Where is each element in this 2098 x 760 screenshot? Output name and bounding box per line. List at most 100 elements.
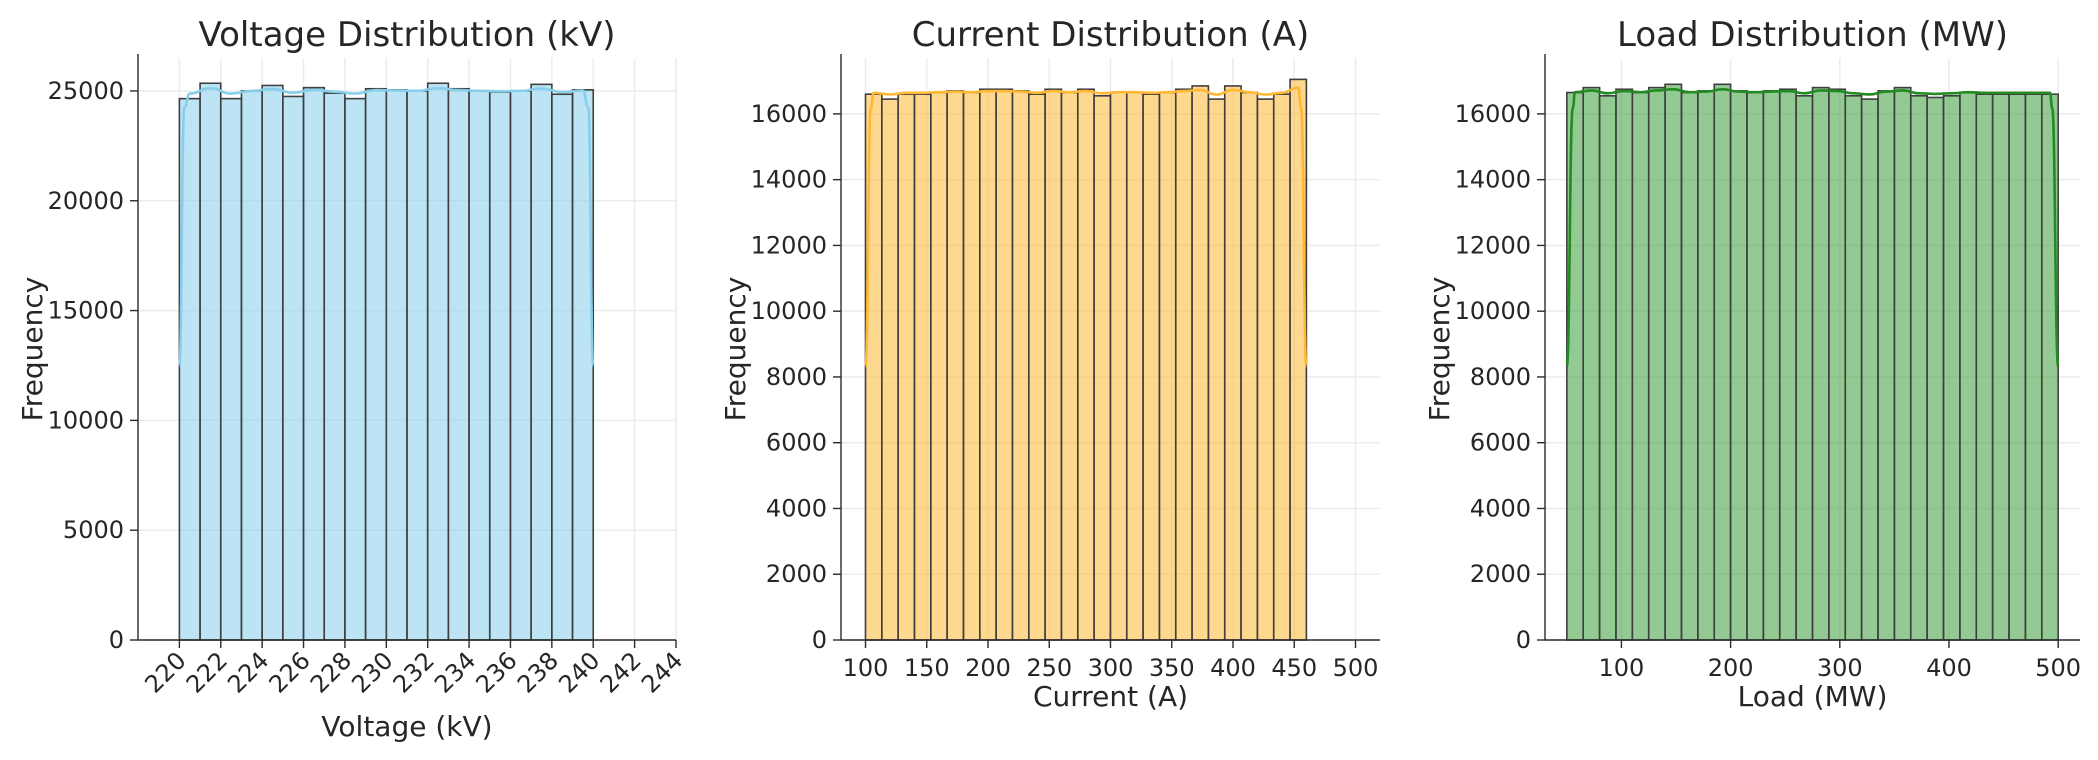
load-bar	[1975, 93, 1994, 641]
load-bar	[1991, 93, 2010, 641]
load-bar	[2008, 93, 2027, 641]
load-x-tick-label: 200	[1708, 654, 1754, 682]
current-bar	[1109, 91, 1128, 641]
voltage-bar	[385, 89, 408, 641]
current-bar	[1223, 85, 1242, 641]
current-bar	[946, 90, 965, 641]
current-bar	[881, 98, 899, 641]
voltage-y-tick-label: 25000	[48, 77, 124, 105]
load-x-tick-label: 300	[1817, 654, 1863, 682]
load-bar	[1828, 88, 1847, 641]
current-bar	[962, 91, 981, 641]
voltage-kde-line	[178, 86, 595, 367]
load-bar	[1615, 88, 1634, 641]
current-bar	[979, 88, 997, 641]
load-y-tick-label: 16000	[1455, 100, 1531, 128]
current-x-tick-label: 350	[1149, 654, 1195, 682]
load-bar	[1697, 90, 1716, 641]
load-bar	[1713, 83, 1732, 641]
load-bar	[1762, 90, 1781, 641]
load-bar	[1680, 91, 1699, 641]
load-bar	[1729, 90, 1748, 641]
load-histogram-panel: 0 2000 4000 6000 8000 10000 12000 14000 16000 100…	[1423, 15, 2081, 713]
voltage-bar	[344, 97, 367, 641]
voltage-y-tick-label: 20000	[48, 187, 124, 215]
current-y-tick-label: 12000	[751, 231, 827, 259]
load-x-tick-label: 400	[1926, 654, 1972, 682]
voltage-y-axis-label: Frequency	[16, 277, 49, 422]
voltage-y-tick-label: 15000	[48, 297, 124, 325]
voltage-x-tick-label: 230	[346, 646, 398, 698]
voltage-x-tick-label: 236	[471, 646, 523, 698]
voltage-bar	[199, 82, 222, 641]
current-bar	[1125, 91, 1144, 641]
load-y-tick-label: 0	[1516, 626, 1531, 654]
current-bar	[897, 93, 916, 641]
load-bar	[1746, 91, 1765, 641]
voltage-x-tick-label: 244	[636, 646, 688, 698]
voltage-x-tick-label: 232	[388, 646, 440, 698]
current-bar	[1027, 93, 1046, 641]
current-y-tick-label: 14000	[751, 166, 827, 194]
current-bar	[1076, 88, 1095, 641]
current-chart-title: Current Distribution (A)	[912, 15, 1309, 55]
voltage-y-tick-label: 0	[109, 626, 124, 654]
voltage-bar	[530, 83, 553, 641]
current-x-axis-label: Current (A)	[1033, 680, 1188, 713]
voltage-bar	[364, 87, 388, 641]
voltage-x-axis-label: Voltage (kV)	[321, 710, 492, 743]
load-bar	[1778, 88, 1797, 641]
current-y-tick-label: 2000	[766, 560, 827, 588]
voltage-y-tick-label: 10000	[48, 406, 124, 434]
load-bar	[1844, 95, 1863, 641]
load-x-tick-label: 500	[2035, 654, 2081, 682]
current-bar	[1158, 91, 1177, 641]
current-bar	[1207, 98, 1226, 641]
voltage-histogram-panel: 0 5000 10000 15000 20000 25000 220222224226228…	[16, 15, 688, 743]
voltage-bar	[551, 93, 574, 641]
current-bar	[1093, 95, 1112, 641]
voltage-x-tick-label: 222	[181, 646, 233, 698]
load-bar	[1909, 95, 1928, 641]
current-bar	[995, 88, 1014, 641]
load-y-tick-label: 14000	[1455, 166, 1531, 194]
load-bar	[1942, 95, 1961, 641]
voltage-bar	[323, 92, 346, 641]
load-bar	[1877, 90, 1896, 641]
current-bar	[913, 93, 932, 641]
voltage-bar	[302, 86, 326, 641]
voltage-x-tick-label: 234	[429, 646, 481, 698]
voltage-x-tick-label: 238	[512, 646, 564, 698]
load-bar	[1631, 91, 1650, 641]
current-y-tick-label: 4000	[766, 494, 827, 522]
load-chart-title: Load Distribution (MW)	[1617, 15, 2008, 55]
load-y-axis-label: Frequency	[1423, 277, 1456, 422]
current-x-tick-label: 500	[1333, 654, 1379, 682]
current-x-tick-label: 400	[1210, 654, 1256, 682]
voltage-x-tick-label: 228	[305, 646, 357, 698]
voltage-bar	[406, 90, 429, 641]
current-kde-line	[864, 86, 1308, 368]
current-bar	[1174, 88, 1193, 641]
load-x-axis-label: Load (MW)	[1738, 680, 1888, 713]
voltage-y-tick-label: 5000	[63, 516, 124, 544]
current-x-tick-label: 200	[965, 654, 1011, 682]
current-bar	[1142, 93, 1161, 641]
load-y-tick-label: 2000	[1470, 560, 1531, 588]
load-bar	[1664, 83, 1683, 641]
current-y-tick-label: 0	[812, 626, 827, 654]
current-bar	[930, 91, 948, 641]
voltage-x-tick-label: 240	[553, 646, 605, 698]
current-y-tick-label: 6000	[766, 429, 827, 457]
load-bar	[2024, 93, 2043, 641]
load-y-tick-label: 10000	[1455, 297, 1531, 325]
current-y-tick-label: 16000	[751, 100, 827, 128]
current-bar	[1240, 91, 1259, 641]
load-kde-line	[1565, 87, 2060, 368]
current-x-tick-label: 100	[843, 654, 889, 682]
voltage-bar	[468, 90, 491, 641]
load-bar	[1647, 86, 1666, 641]
load-x-tick-label: 100	[1599, 654, 1645, 682]
current-bar	[1011, 90, 1030, 641]
